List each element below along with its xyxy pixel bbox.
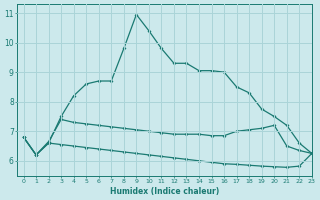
X-axis label: Humidex (Indice chaleur): Humidex (Indice chaleur)	[110, 187, 219, 196]
